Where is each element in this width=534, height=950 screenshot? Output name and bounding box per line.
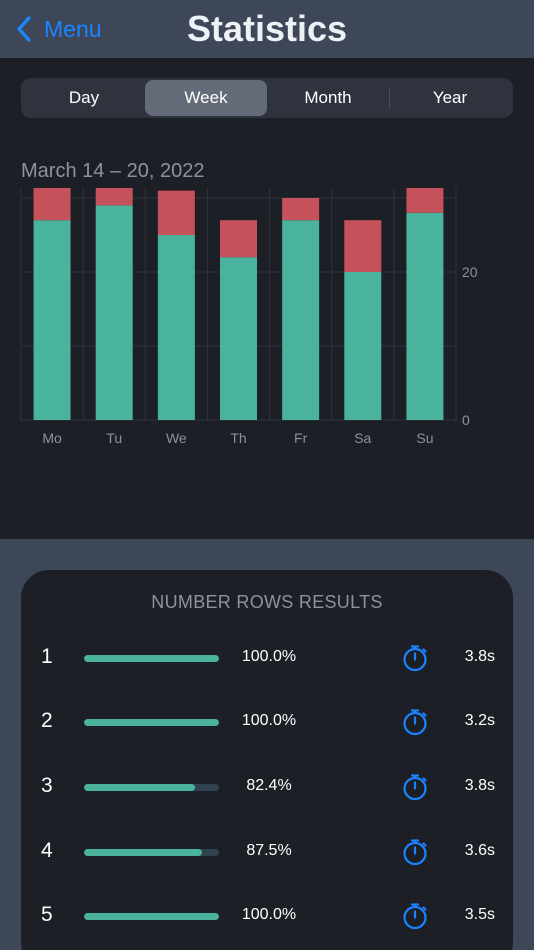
y-tick-label: 20: [462, 264, 478, 280]
result-row: 1 100.0% 3.8s: [21, 639, 513, 679]
x-tick-label: Su: [416, 430, 433, 446]
bar-correct-mo: [33, 220, 71, 420]
x-tick-label: Mo: [42, 430, 62, 446]
chevron-left-icon: [17, 16, 31, 42]
row-number: 2: [41, 709, 53, 732]
bar-correct-fr: [282, 220, 320, 420]
accuracy-progress-bar: [84, 849, 219, 856]
result-row: 3 82.4% 3.8s: [21, 768, 513, 808]
row-time: 3.6s: [464, 842, 495, 859]
stopwatch-icon: [403, 645, 427, 672]
y-tick-label: 0: [462, 412, 470, 428]
bar-correct-tu: [95, 205, 133, 420]
tab-day-label: Day: [68, 88, 100, 107]
accuracy-progress-bar: [84, 913, 219, 920]
accuracy-progress-fill: [84, 784, 196, 791]
row-number: 3: [41, 774, 53, 797]
date-range: March 14 – 20, 2022: [21, 160, 205, 182]
results-card: NUMBER ROWS RESULTS 1 100.0% 3.8s 2 100.0% 3.…: [21, 570, 513, 950]
accuracy-percent: 100.0%: [241, 648, 297, 665]
bar-incorrect-mo: [33, 188, 71, 221]
row-time: 3.2s: [464, 712, 495, 729]
page-title: Statistics: [186, 8, 348, 49]
bar-incorrect-sa: [344, 220, 382, 272]
accuracy-progress-fill: [84, 655, 219, 662]
accuracy-progress-bar: [84, 655, 219, 662]
accuracy-progress-fill: [84, 913, 219, 920]
bar-correct-th: [220, 257, 257, 420]
row-number: 1: [41, 645, 53, 668]
bar-incorrect-su: [406, 188, 444, 213]
accuracy-progress-bar: [84, 784, 219, 791]
tab-day[interactable]: Day: [23, 80, 145, 116]
x-tick-label: Th: [230, 430, 246, 446]
accuracy-percent: 100.0%: [241, 712, 297, 729]
stopwatch-icon: [403, 839, 427, 866]
stopwatch-icon: [403, 774, 427, 801]
tab-year-label: Year: [432, 88, 468, 107]
result-row: 5 100.0% 3.5s: [21, 897, 513, 937]
segment-divider: [389, 88, 390, 108]
back-button[interactable]: Menu: [14, 12, 102, 46]
row-time: 3.5s: [464, 906, 495, 923]
accuracy-percent: 87.5%: [246, 842, 292, 859]
chart-panel: Day Week Month Year March 14 – 20, 2022 …: [0, 58, 534, 539]
results-title: NUMBER ROWS RESULTS: [151, 592, 383, 612]
row-number: 5: [41, 903, 53, 926]
tab-week[interactable]: Week: [145, 80, 267, 116]
result-row: 2 100.0% 3.2s: [21, 703, 513, 743]
x-tick-label: Fr: [294, 430, 308, 446]
result-row: 4 87.5% 3.6s: [21, 833, 513, 873]
tab-month-label: Month: [304, 88, 352, 107]
stopwatch-icon: [403, 709, 427, 736]
bar-correct-sa: [344, 272, 382, 420]
row-time: 3.8s: [464, 777, 495, 794]
tab-year[interactable]: Year: [389, 80, 511, 116]
row-time: 3.8s: [464, 648, 495, 665]
row-number: 4: [41, 839, 53, 862]
accuracy-progress-fill: [84, 849, 203, 856]
accuracy-percent: 100.0%: [241, 906, 297, 923]
bar-correct-we: [157, 235, 195, 420]
tab-week-label: Week: [184, 88, 228, 107]
accuracy-percent: 82.4%: [246, 777, 292, 794]
accuracy-progress-bar: [84, 719, 219, 726]
stopwatch-icon: [403, 903, 427, 930]
x-tick-label: Sa: [354, 430, 371, 446]
bar-incorrect-fr: [282, 198, 320, 221]
weekly-bar-chart: MoTuWeThFrSaSu02040: [20, 188, 478, 446]
bar-incorrect-th: [220, 220, 257, 258]
x-tick-label: Tu: [106, 430, 122, 446]
bar-correct-su: [406, 212, 444, 420]
nav-bar: Menu Statistics: [0, 0, 534, 58]
back-label: Menu: [44, 15, 102, 42]
accuracy-progress-fill: [84, 719, 219, 726]
x-tick-label: We: [166, 430, 187, 446]
bar-incorrect-we: [157, 190, 195, 235]
period-segmented-control: Day Week Month Year: [21, 78, 513, 118]
bar-incorrect-tu: [95, 188, 133, 206]
tab-month[interactable]: Month: [267, 80, 389, 116]
